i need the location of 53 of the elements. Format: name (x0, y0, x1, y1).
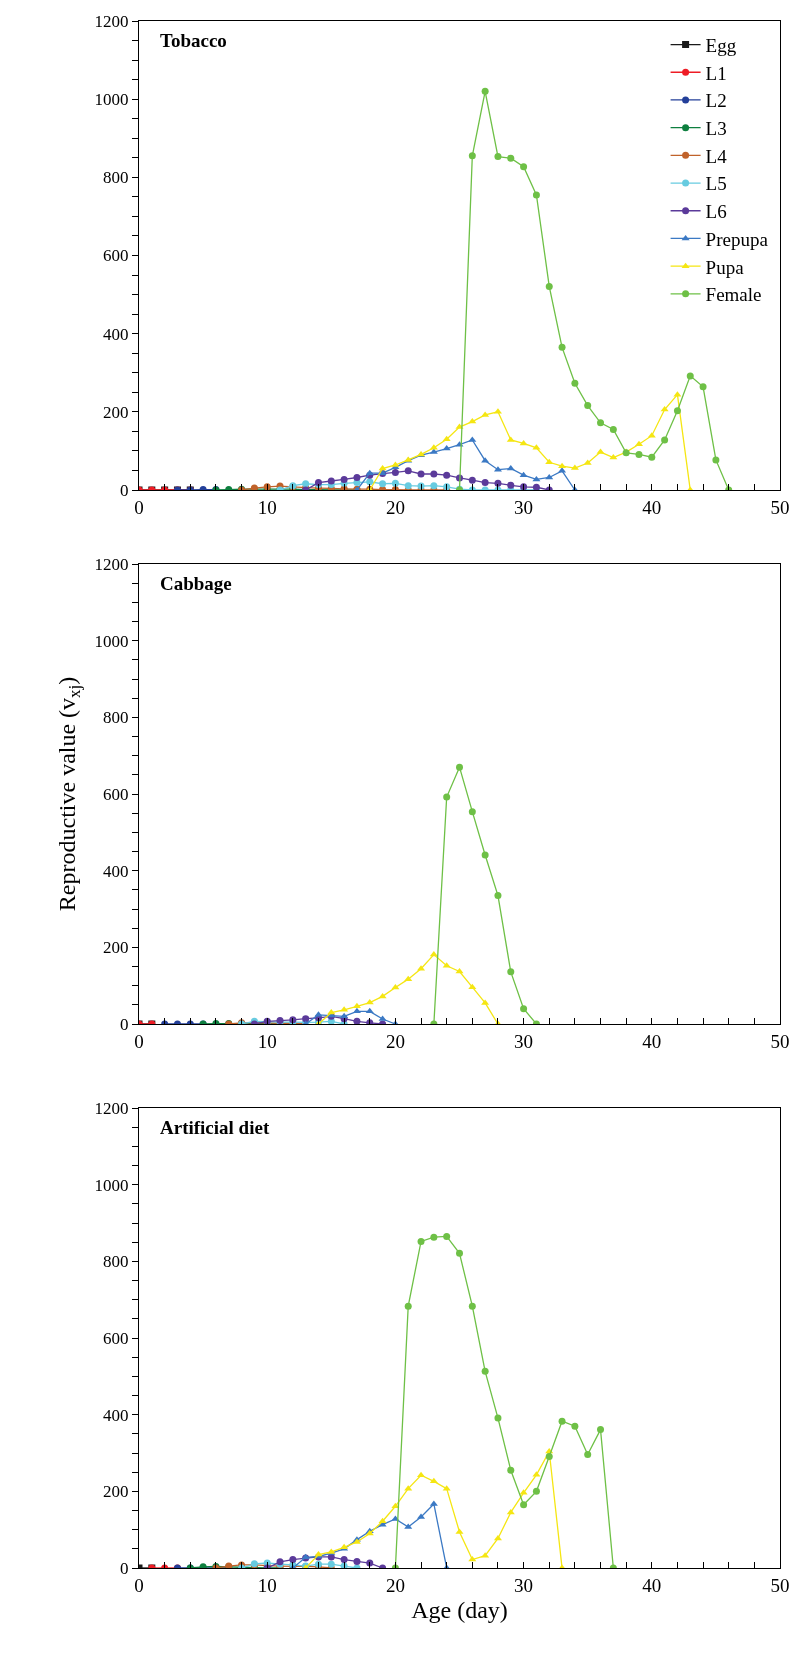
legend-label: Prepupa (705, 228, 769, 250)
text: Tobacco (160, 30, 227, 51)
y-tick-label: 400 (102, 1405, 129, 1425)
y-tick-label: 600 (102, 784, 129, 804)
x-tick-label: 50 (770, 496, 790, 518)
y-tick-label: 400 (102, 324, 129, 344)
y-tick-label: 400 (102, 861, 129, 881)
legend-label: L3 (705, 118, 727, 140)
x-tick-label: 10 (257, 496, 277, 518)
y-tick-label: 200 (102, 402, 129, 422)
y-tick-label: 800 (102, 168, 129, 188)
y-tick-label: 0 (119, 480, 129, 500)
y-tick-label: 200 (102, 1482, 129, 1502)
x-tick-label: 50 (770, 1030, 790, 1052)
legend-label: Egg (705, 34, 737, 56)
y-tick-label: 600 (102, 1328, 129, 1348)
legend-label: L1 (705, 62, 727, 84)
y-tick-label: 1000 (94, 1175, 129, 1195)
y-tick-label: 1200 (94, 554, 129, 574)
legend-label: L4 (705, 145, 728, 167)
legend-label: Female (705, 284, 762, 306)
y-tick-label: 200 (102, 938, 129, 958)
legend-label: L6 (705, 201, 727, 223)
y-tick-label: 800 (102, 1252, 129, 1272)
x-tick-label: 40 (642, 496, 662, 518)
y-tick-label: 1200 (94, 11, 129, 31)
legend-label: L5 (705, 173, 727, 195)
text: Cabbage (160, 573, 232, 594)
y-tick-label: 0 (119, 1558, 129, 1578)
x-axis-title: Age (day) (411, 1597, 508, 1624)
x-tick-label: 20 (385, 1574, 405, 1596)
x-tick-label: 20 (385, 496, 405, 518)
x-tick-label: 40 (642, 1030, 662, 1052)
text: Artificial diet (160, 1117, 270, 1138)
y-tick-label: 1000 (94, 90, 129, 110)
y-tick-label: 1200 (94, 1098, 129, 1118)
x-tick-label: 10 (257, 1030, 277, 1052)
x-tick-label: 10 (257, 1574, 277, 1596)
y-tick-label: 800 (102, 708, 129, 728)
x-tick-label: 30 (514, 1574, 534, 1596)
legend-label: L2 (705, 90, 727, 112)
y-tick-label: 0 (119, 1014, 129, 1034)
x-tick-label: 50 (770, 1574, 790, 1596)
x-tick-label: 30 (514, 496, 534, 518)
y-tick-label: 600 (102, 246, 129, 266)
y-tick-label: 1000 (94, 631, 129, 651)
x-tick-label: 0 (134, 1030, 144, 1052)
x-tick-label: 40 (642, 1574, 662, 1596)
x-tick-label: 0 (134, 496, 144, 518)
x-tick-label: 30 (514, 1030, 534, 1052)
legend-label: Pupa (705, 256, 745, 278)
x-tick-label: 0 (134, 1574, 144, 1596)
x-tick-label: 20 (385, 1030, 405, 1052)
